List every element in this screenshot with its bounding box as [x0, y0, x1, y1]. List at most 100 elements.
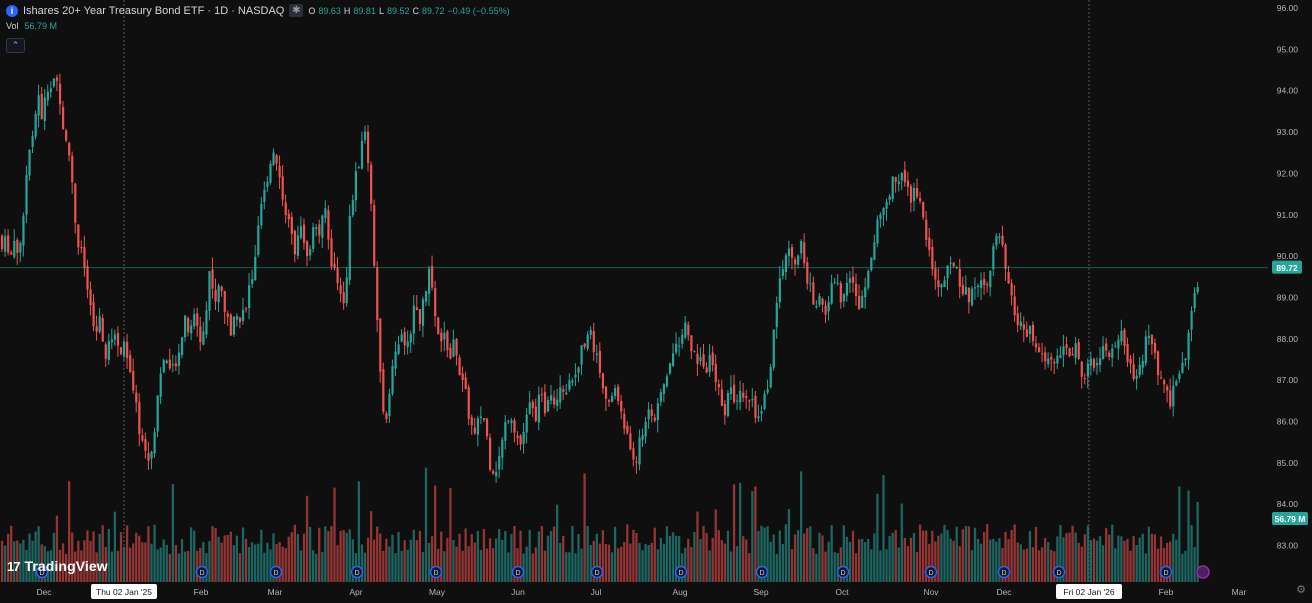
candle-body: [193, 314, 196, 327]
volume-bar: [839, 547, 842, 582]
volume-bar: [705, 533, 708, 582]
candle-body: [34, 113, 37, 137]
candle-body: [656, 403, 659, 421]
volume-bar: [43, 545, 46, 582]
volume-bar: [571, 525, 574, 582]
dividend-event-letter: D: [594, 570, 599, 577]
candle-body: [736, 400, 739, 402]
volume-bar: [16, 540, 19, 582]
volume-bar: [1056, 536, 1059, 582]
collapse-legend-button[interactable]: ⌃: [6, 38, 25, 53]
time-tick-label: Dec: [996, 587, 1012, 597]
candle-body: [614, 387, 617, 397]
candle-body: [958, 268, 961, 287]
volume-bar: [64, 553, 68, 582]
volume-bar: [110, 551, 113, 582]
volume-bar: [1040, 547, 1044, 582]
candle-body: [592, 331, 595, 353]
volume-bar: [266, 542, 269, 582]
candle-body: [925, 219, 928, 240]
candle-body: [809, 283, 812, 285]
candle-body: [992, 246, 995, 270]
candle-body: [1169, 390, 1172, 407]
volume-bar: [141, 542, 144, 582]
volume-bar: [305, 495, 309, 582]
volume-bar: [1138, 537, 1141, 582]
candle-body: [842, 294, 845, 302]
compare-icon[interactable]: ✱: [289, 4, 304, 17]
volume-bar: [113, 511, 117, 582]
volume-bar: [912, 533, 916, 582]
candle-body: [302, 224, 306, 244]
candle-body: [812, 282, 815, 305]
price-tick-label: 85.00: [1277, 458, 1299, 468]
candle-body: [1114, 345, 1117, 347]
candle-body: [980, 280, 983, 288]
dividend-event-letter: D: [840, 570, 845, 577]
candle-body: [668, 363, 672, 374]
candle-body: [19, 243, 22, 253]
volume-bar: [1196, 501, 1199, 582]
candle-body: [52, 78, 56, 87]
settings-icon[interactable]: ⚙: [1296, 584, 1306, 596]
volume-bar: [769, 541, 772, 582]
candle-body: [891, 176, 894, 200]
dividend-event-icon: [924, 565, 938, 579]
volume-bar: [864, 542, 867, 582]
axis-settings: ⚙: [1296, 583, 1306, 596]
candle-body: [357, 167, 361, 169]
volume-bar: [650, 542, 653, 582]
candle-body: [25, 175, 28, 215]
symbol-title[interactable]: Ishares 20+ Year Treasury Bond ETF · 1D …: [23, 4, 285, 17]
volume-bar: [732, 484, 736, 582]
candle-body: [705, 367, 708, 373]
candle-body: [729, 387, 733, 394]
volume-bar: [1129, 550, 1132, 582]
volume-bar: [107, 529, 110, 582]
volume-bar: [1086, 525, 1089, 582]
volume-value: 56.79 M: [24, 21, 58, 31]
volume-bar: [729, 551, 733, 582]
candle-body: [626, 425, 629, 433]
volume-bar: [336, 545, 339, 582]
candle-body: [745, 395, 748, 398]
volume-bar: [1141, 533, 1144, 582]
volume-bar: [821, 535, 824, 582]
candle-body: [1138, 364, 1141, 376]
volume-bar: [376, 526, 379, 582]
volume-bar: [900, 503, 903, 582]
candle-body: [797, 255, 800, 265]
info-icon[interactable]: i: [6, 4, 18, 17]
dividend-event-icon: [997, 565, 1011, 579]
candle-body: [681, 334, 684, 344]
volume-bar: [739, 482, 742, 582]
candle-body: [726, 393, 730, 416]
tradingview-logo[interactable]: 17 TradingView: [7, 558, 108, 574]
volume-bar: [71, 532, 74, 582]
candle-body: [967, 287, 971, 303]
volume-bar: [388, 546, 391, 582]
volume-bar: [269, 549, 272, 582]
candle-body: [135, 392, 138, 403]
volume-bar: [74, 551, 77, 582]
volume-bar: [501, 539, 504, 582]
volume-bar: [1028, 531, 1032, 582]
candle-body: [397, 344, 400, 354]
volume-bar: [620, 546, 623, 582]
candle-body: [556, 399, 559, 406]
candle-body: [74, 183, 77, 223]
candle-body: [928, 237, 931, 250]
candle-body: [119, 347, 123, 354]
volume-bar: [531, 553, 534, 582]
candle-body: [662, 384, 666, 395]
candle-body: [1050, 356, 1053, 360]
volume-bar: [369, 511, 373, 582]
candle-body: [202, 331, 205, 345]
candle-body: [754, 395, 757, 418]
ohlc-close-value: 89.72: [422, 5, 445, 16]
candle-body: [281, 176, 284, 200]
dividend-event-letter: D: [928, 570, 933, 577]
candle-body: [1047, 358, 1050, 364]
volume-bar: [586, 526, 589, 582]
